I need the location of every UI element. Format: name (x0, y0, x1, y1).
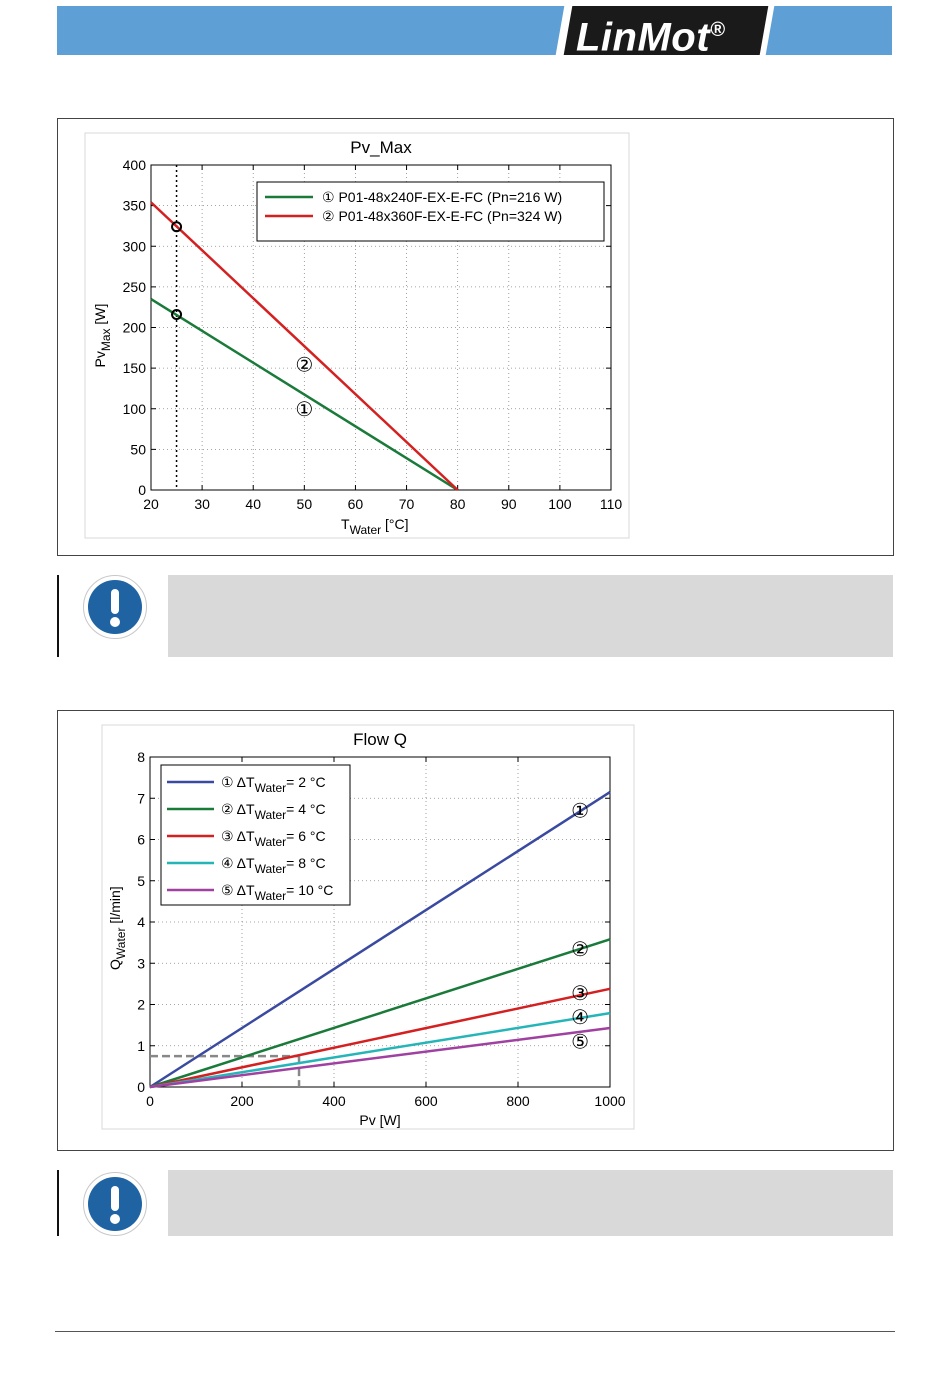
legend-entry-4: ④ ΔTWater= 8 °C (221, 855, 326, 876)
legend-entry-1: ① P01-48x240F-EX-E-FC (Pn=216 W) (322, 189, 562, 205)
series-label-2: ② (295, 354, 313, 376)
y-tick-label: 100 (123, 401, 147, 417)
series-line-3 (149, 987, 611, 1089)
note-panel (168, 575, 893, 657)
series-label-5: ⑤ (571, 1032, 589, 1054)
y-tick-label: 4 (137, 914, 145, 930)
series-line-1 (149, 791, 611, 1089)
x-tick-label: 200 (230, 1093, 254, 1109)
note-rule (57, 1170, 59, 1236)
x-tick-label: 70 (399, 496, 415, 512)
flow-q-chart: Flow Q 0 200 400 600 800 1000 0 1 2 3 4 5 6 7 8 ① ② ③④ ⑤ ① Δ… (101, 724, 635, 1130)
y-tick-label: 0 (138, 482, 146, 498)
y-tick-label: 5 (137, 873, 145, 889)
series-line-4 (149, 1011, 611, 1089)
y-tick-label: 3 (137, 955, 145, 971)
footer-rule (55, 1331, 895, 1332)
series-label-3: ③ (571, 983, 589, 1005)
y-tick-label: 6 (137, 832, 145, 848)
x-tick-label: 30 (194, 496, 210, 512)
y-tick-label: 250 (123, 279, 147, 295)
y-tick-label: 300 (123, 238, 147, 254)
series-marker-2 (171, 221, 183, 233)
x-tick-label: 40 (245, 496, 261, 512)
note-box-1 (57, 575, 893, 657)
series-label-4: ④ (571, 1007, 589, 1029)
y-tick-label: 7 (137, 790, 145, 806)
exclamation-bar (111, 1186, 119, 1211)
y-tick-label: 400 (123, 157, 147, 173)
note-rule (57, 575, 59, 657)
x-tick-label: 100 (548, 496, 572, 512)
legend-entry-3: ③ ΔTWater= 6 °C (221, 828, 326, 849)
y-tick-label: 0 (137, 1079, 145, 1095)
x-tick-label: 1000 (594, 1093, 625, 1109)
legend-box (256, 181, 605, 242)
y-tick-label: 150 (123, 360, 147, 376)
legend-entry-2: ② P01-48x360F-EX-E-FC (Pn=324 W) (322, 208, 562, 224)
legend-entry-2: ② ΔTWater= 4 °C (221, 801, 326, 822)
exclamation-icon (83, 575, 147, 639)
y-axis-label: PvMax [W] (92, 304, 113, 368)
series-label-1: ① (571, 801, 589, 823)
y-tick-label: 2 (137, 997, 145, 1013)
series-label-2: ② (571, 939, 589, 961)
series-line-5 (149, 1026, 611, 1089)
chart-title: Pv_Max (350, 138, 412, 157)
chart-title: Flow Q (353, 730, 407, 749)
legend-entry-5: ⑤ ΔTWater= 10 °C (221, 882, 333, 903)
y-tick-label: 350 (123, 198, 147, 214)
x-tick-label: 20 (143, 496, 159, 512)
exclamation-icon-disc (88, 580, 142, 634)
series-line-2 (149, 938, 611, 1089)
pv-max-chart: Pv_Max 20 30 40 50 60 70 80 90 100 110 0 50 100 150 200… (84, 132, 630, 539)
exclamation-dot (110, 1214, 120, 1224)
series-marker-1 (171, 309, 183, 320)
note-box-2 (57, 1170, 893, 1236)
x-tick-label: 0 (146, 1093, 154, 1109)
brand-name: LinMot (576, 15, 711, 60)
exclamation-dot (110, 617, 120, 627)
x-tick-label: 400 (322, 1093, 346, 1109)
exclamation-icon (83, 1172, 147, 1236)
y-tick-label: 1 (137, 1038, 145, 1054)
y-tick-label: 200 (123, 320, 147, 336)
series-label-1: ① (295, 399, 313, 421)
x-tick-label: 90 (501, 496, 517, 512)
x-tick-label: 50 (297, 496, 313, 512)
note-panel (168, 1170, 893, 1236)
x-tick-label: 600 (414, 1093, 438, 1109)
x-axis-label: TWater [°C] (341, 516, 409, 537)
x-tick-label: 110 (600, 496, 623, 512)
y-axis-label: QWater [l/min] (107, 886, 128, 970)
registered-mark: ® (710, 19, 726, 41)
legend-entry-1: ① ΔTWater= 2 °C (221, 774, 326, 795)
x-tick-label: 60 (348, 496, 364, 512)
series-line-1 (150, 298, 459, 492)
exclamation-bar (111, 589, 119, 614)
x-axis-label: Pv [W] (359, 1112, 400, 1128)
figure-flow-q: Flow Q 0 200 400 600 800 1000 0 1 2 3 4 5 6 7 8 ① ② ③ ④ ⑤ ① Δ… (57, 710, 894, 1151)
brand-logo: LinMot® (576, 6, 766, 59)
x-tick-label: 80 (450, 496, 466, 512)
x-tick-label: 800 (506, 1093, 530, 1109)
exclamation-icon-disc (88, 1177, 142, 1231)
figure-pv-max: Pv_Max 20 30 40 50 60 70 80 90 100 110 0 50 100 150 200… (57, 118, 894, 556)
series-line-2 (150, 201, 459, 491)
y-tick-label: 8 (137, 749, 145, 765)
y-tick-label: 50 (130, 441, 146, 457)
